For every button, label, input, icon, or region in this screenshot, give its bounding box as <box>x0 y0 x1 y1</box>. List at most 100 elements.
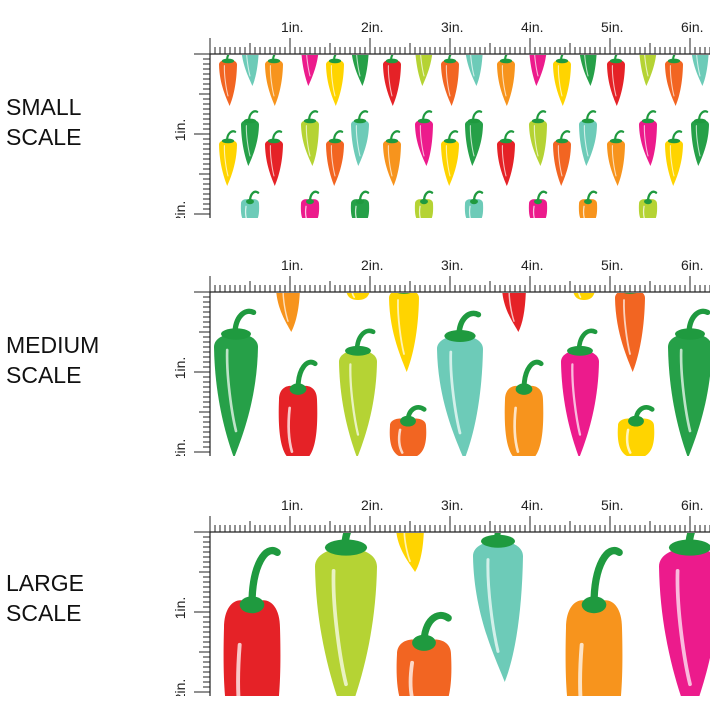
medium-scale-label: MEDIUM SCALE <box>6 330 99 390</box>
small-scale-swatch: 1in. 2in. 3in. 4in. 5in. 6in. 1in. 2in. <box>170 14 710 218</box>
chili-pepper-icon <box>276 293 300 332</box>
chili-pepper-icon <box>415 55 433 86</box>
chili-pepper-icon <box>528 190 548 218</box>
chili-pepper-icon <box>691 55 709 86</box>
top-ruler-label-1in: 1in. <box>281 19 304 35</box>
top-ruler-label-2in: 2in. <box>361 497 384 513</box>
chili-pepper-icon <box>659 533 710 696</box>
chili-pepper-icon <box>607 130 625 186</box>
chili-pepper-icon <box>665 130 683 186</box>
chili-pepper-icon <box>437 310 483 456</box>
chili-pepper-icon <box>473 533 523 682</box>
chili-pepper-icon <box>638 190 658 218</box>
medium-scale-label-line-1: MEDIUM <box>6 332 100 358</box>
chili-pepper-icon <box>607 55 625 106</box>
large-scale-swatch: 1in. 2in. 3in. 4in. 5in. 6in. 1in. 2in. <box>170 492 710 696</box>
chili-pepper-icon <box>241 110 259 166</box>
top-ruler-label-4in: 4in. <box>521 19 544 35</box>
chili-pepper-icon <box>441 55 459 106</box>
side-ruler-label-2in: 2in. <box>172 201 188 218</box>
chili-pepper-icon <box>383 130 401 186</box>
chili-pepper-icon <box>301 110 319 166</box>
chili-pepper-icon <box>351 55 369 86</box>
small-scale-label-line-1: SMALL <box>6 94 82 120</box>
chili-pepper-icon <box>497 130 515 186</box>
chili-pepper-icon <box>573 293 595 300</box>
large-scale-swatch-svg: 1in. 2in. 3in. 4in. 5in. 6in. 1in. 2in. <box>172 497 710 696</box>
chili-pepper-icon <box>579 55 597 86</box>
chili-pepper-icon <box>529 110 547 166</box>
chili-pepper-icon <box>241 55 259 86</box>
chili-pepper-icon <box>315 533 377 696</box>
chili-pepper-icon <box>389 293 419 372</box>
side-ruler-label-1in: 1in. <box>172 119 188 142</box>
chili-pepper-icon <box>639 110 657 166</box>
top-ruler-ticks <box>209 276 710 293</box>
chili-pepper-icon <box>265 55 283 106</box>
top-ruler-label-5in: 5in. <box>601 257 624 273</box>
side-ruler-ticks <box>194 291 211 456</box>
chili-pepper-icon <box>578 190 598 218</box>
chili-pepper-icon <box>465 55 483 86</box>
small-scale-label-line-2: SCALE <box>6 124 82 150</box>
chili-pepper-icon <box>579 110 597 166</box>
chili-pepper-icon <box>326 130 344 186</box>
chili-pepper-icon <box>389 404 427 456</box>
top-ruler-label-2in: 2in. <box>361 257 384 273</box>
side-ruler-label-1in: 1in. <box>172 357 188 380</box>
side-ruler-label-2in: 2in. <box>172 679 188 696</box>
chili-pepper-icon <box>504 359 544 456</box>
small-scale-swatch-svg: 1in. 2in. 3in. 4in. 5in. 6in. 1in. 2in. <box>172 19 710 218</box>
chili-pepper-icon <box>615 293 645 372</box>
top-ruler-ticks <box>209 516 710 533</box>
top-ruler-label-2in: 2in. <box>361 19 384 35</box>
side-ruler-label-1in: 1in. <box>172 597 188 620</box>
chili-pepper-icon <box>691 110 709 166</box>
pepper-pattern <box>219 55 709 218</box>
large-scale-label: LARGE SCALE <box>6 568 84 628</box>
chili-pepper-icon <box>300 190 320 218</box>
top-ruler-label-1in: 1in. <box>281 497 304 513</box>
medium-scale-label-line-2: SCALE <box>6 362 82 388</box>
chili-pepper-icon <box>617 404 655 456</box>
top-ruler-label-3in: 3in. <box>441 497 464 513</box>
chili-pepper-icon <box>396 533 424 572</box>
chili-pepper-icon <box>561 328 599 456</box>
chili-pepper-icon <box>383 55 401 106</box>
chili-pepper-icon <box>265 130 283 186</box>
chili-pepper-icon <box>278 359 318 456</box>
chili-pepper-icon <box>339 328 377 456</box>
chili-pepper-icon <box>223 547 281 696</box>
chili-pepper-icon <box>301 55 319 86</box>
chili-pepper-icon <box>214 308 258 456</box>
side-ruler-label-2in: 2in. <box>172 439 188 456</box>
chili-pepper-icon <box>219 130 237 186</box>
chili-pepper-icon <box>502 293 526 332</box>
top-ruler-label-6in: 6in. <box>681 497 704 513</box>
chili-pepper-icon <box>415 110 433 166</box>
chili-pepper-icon <box>326 55 344 106</box>
large-scale-label-line-1: LARGE <box>6 570 84 596</box>
chili-pepper-icon <box>240 190 260 218</box>
side-ruler-ticks <box>194 53 211 218</box>
top-ruler-label-4in: 4in. <box>521 497 544 513</box>
top-ruler-label-5in: 5in. <box>601 497 624 513</box>
top-ruler-label-5in: 5in. <box>601 19 624 35</box>
top-ruler-ticks <box>209 38 710 55</box>
top-ruler-label-1in: 1in. <box>281 257 304 273</box>
chili-pepper-icon <box>414 190 434 218</box>
chili-pepper-icon <box>639 55 657 86</box>
chili-pepper-icon <box>346 293 370 300</box>
top-ruler-label-3in: 3in. <box>441 257 464 273</box>
pepper-pattern <box>214 293 710 456</box>
top-ruler-label-4in: 4in. <box>521 257 544 273</box>
medium-scale-swatch: 1in. 2in. 3in. 4in. 5in. 6in. 1in. 2in. <box>170 252 710 456</box>
side-ruler-ticks <box>194 531 211 696</box>
chili-pepper-icon <box>529 55 547 86</box>
medium-scale-swatch-svg: 1in. 2in. 3in. 4in. 5in. 6in. 1in. 2in. <box>172 257 710 456</box>
small-scale-label: SMALL SCALE <box>6 92 81 152</box>
chili-pepper-icon <box>465 110 483 166</box>
chili-pepper-icon <box>351 110 369 166</box>
chili-pepper-icon <box>553 130 571 186</box>
large-scale-label-line-2: SCALE <box>6 600 82 626</box>
